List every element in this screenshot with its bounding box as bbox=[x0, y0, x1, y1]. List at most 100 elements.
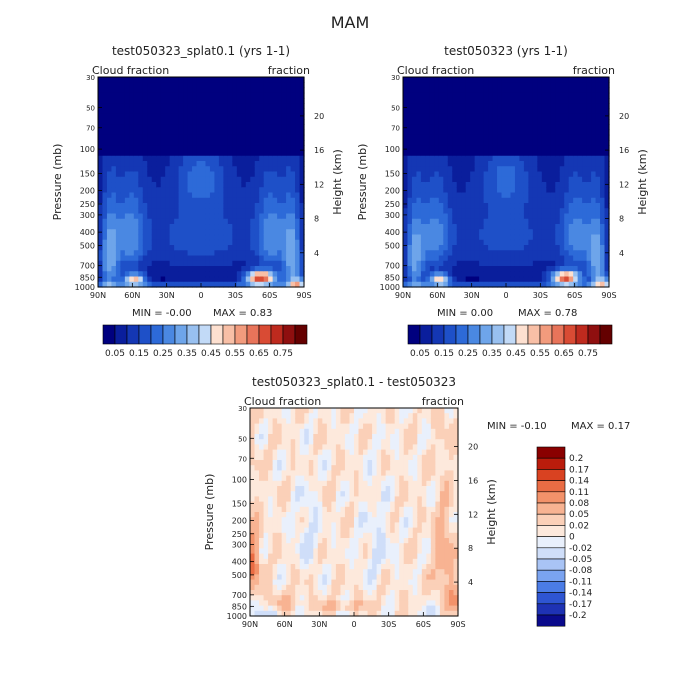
heatmap-cell bbox=[429, 124, 435, 131]
heatmap-cell bbox=[363, 548, 369, 555]
heatmap-cell bbox=[420, 271, 426, 278]
heatmap-cell bbox=[519, 150, 525, 157]
heatmap-cell bbox=[254, 454, 260, 461]
heatmap-cell bbox=[183, 150, 189, 157]
heatmap-cell bbox=[241, 134, 247, 141]
heatmap-cell bbox=[447, 203, 453, 209]
heatmap-cell bbox=[335, 527, 342, 534]
heatmap-cell bbox=[537, 255, 543, 262]
heatmap-cell bbox=[452, 113, 458, 120]
heatmap-cell bbox=[178, 108, 184, 115]
heatmap-cell bbox=[295, 166, 301, 173]
heatmap-cell bbox=[209, 113, 216, 120]
heatmap-cell bbox=[497, 77, 503, 83]
heatmap-cell bbox=[519, 145, 525, 152]
heatmap-cell bbox=[470, 140, 476, 146]
heatmap-cell bbox=[403, 281, 409, 288]
heatmap-cell bbox=[250, 548, 256, 555]
heatmap-cell bbox=[268, 213, 274, 220]
heatmap-cell bbox=[299, 475, 305, 482]
heatmap-cell bbox=[447, 187, 453, 194]
heatmap-cell bbox=[201, 192, 207, 199]
heatmap-cell bbox=[604, 155, 610, 162]
heatmap-cell bbox=[411, 171, 418, 178]
heatmap-cell bbox=[326, 496, 332, 503]
colorbar-swatch bbox=[234, 324, 248, 345]
heatmap-cell bbox=[124, 176, 130, 183]
heatmap-cell bbox=[488, 250, 494, 257]
heatmap-cell bbox=[479, 87, 485, 94]
heatmap-cell bbox=[465, 281, 471, 288]
heatmap-cell bbox=[354, 605, 360, 612]
heatmap-cell bbox=[537, 145, 543, 152]
heatmap-cell bbox=[259, 77, 265, 83]
heatmap-cell bbox=[523, 87, 529, 94]
heatmap-cell bbox=[501, 155, 507, 162]
heatmap-cell bbox=[479, 140, 485, 146]
heatmap-cell bbox=[510, 129, 516, 136]
heatmap-cell bbox=[263, 276, 269, 283]
heatmap-cell bbox=[470, 266, 476, 272]
heatmap-cell bbox=[290, 439, 296, 445]
heatmap-cell bbox=[232, 250, 238, 257]
heatmap-cell bbox=[358, 553, 364, 560]
heatmap-cell bbox=[367, 444, 373, 451]
heatmap-cell bbox=[519, 234, 525, 241]
heatmap-cell bbox=[452, 234, 458, 241]
heatmap-cell bbox=[187, 176, 193, 183]
heatmap-cell bbox=[254, 610, 260, 617]
heatmap-cell bbox=[492, 150, 498, 157]
heatmap-cell bbox=[196, 218, 202, 225]
heatmap-cell bbox=[479, 108, 485, 115]
heatmap-cell bbox=[227, 87, 233, 94]
heatmap-cell bbox=[344, 590, 351, 596]
heatmap-cell bbox=[514, 239, 521, 246]
heatmap-cell bbox=[196, 134, 202, 141]
heatmap-cell bbox=[591, 155, 597, 162]
heatmap-cell bbox=[497, 134, 503, 141]
heatmap-cell bbox=[367, 501, 373, 508]
heatmap-cell bbox=[142, 145, 148, 152]
heatmap-cell bbox=[214, 82, 220, 89]
heatmap-cell bbox=[372, 491, 378, 497]
heatmap-cell bbox=[331, 439, 337, 445]
heatmap-cell bbox=[501, 203, 507, 209]
heatmap-cell bbox=[492, 155, 498, 162]
heatmap-cell bbox=[559, 229, 565, 236]
heatmap-cell bbox=[479, 276, 485, 283]
heatmap-cell bbox=[165, 98, 171, 104]
heatmap-cell bbox=[254, 413, 260, 419]
heatmap-cell bbox=[250, 428, 256, 435]
heatmap-cell bbox=[299, 439, 305, 445]
heatmap-cell bbox=[178, 87, 184, 94]
heatmap-cell bbox=[501, 218, 507, 225]
heatmap-cell bbox=[528, 87, 534, 94]
heatmap-cell bbox=[358, 444, 364, 451]
heatmap-cell bbox=[209, 229, 216, 236]
heatmap-cell bbox=[474, 119, 480, 125]
heatmap-cell bbox=[254, 470, 260, 477]
heatmap-cell bbox=[254, 590, 260, 596]
heatmap-cell bbox=[308, 470, 314, 477]
heatmap-cell bbox=[142, 213, 148, 220]
heatmap-cell bbox=[403, 166, 409, 173]
heatmap-cell bbox=[416, 276, 422, 283]
min-value-text: MIN = -0.00 bbox=[132, 308, 192, 319]
heatmap-cell bbox=[142, 266, 148, 272]
heatmap-cell bbox=[461, 98, 467, 104]
heatmap-cell bbox=[183, 113, 189, 120]
heatmap-cell bbox=[205, 140, 211, 146]
heatmap-cell bbox=[138, 182, 144, 188]
heatmap-cell bbox=[506, 145, 512, 152]
heatmap-cell bbox=[268, 522, 274, 529]
colorbar-label: 0.55 bbox=[530, 349, 550, 359]
heatmap-cell bbox=[133, 150, 139, 157]
heatmap-cell bbox=[281, 564, 287, 570]
heatmap-cell bbox=[367, 465, 373, 471]
heatmap-cell bbox=[290, 449, 296, 456]
heatmap-cell bbox=[506, 82, 512, 89]
heatmap-cell bbox=[354, 475, 360, 482]
heatmap-cell bbox=[555, 234, 561, 241]
heatmap-cell bbox=[452, 140, 458, 146]
heatmap-cell bbox=[479, 166, 485, 173]
